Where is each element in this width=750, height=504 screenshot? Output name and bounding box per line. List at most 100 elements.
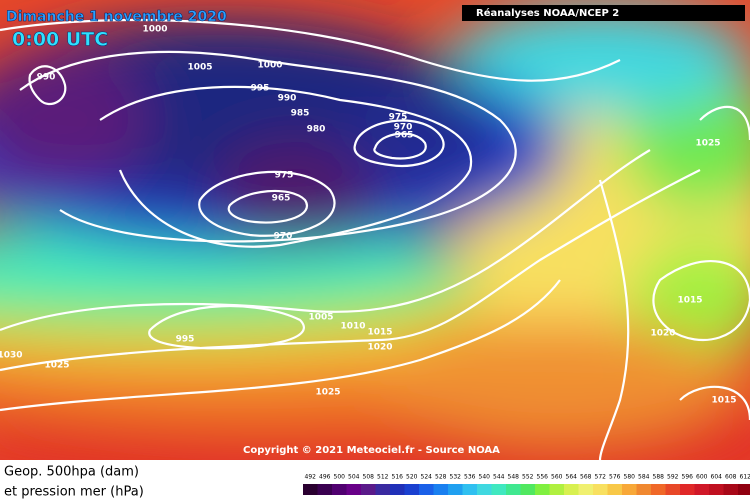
scale-label: 508	[363, 474, 375, 481]
isobar-label: 1015	[367, 328, 392, 338]
scale-label: 604	[711, 474, 723, 481]
scale-label: 548	[508, 474, 520, 481]
scale-swatch	[375, 484, 390, 495]
scale-label: 592	[667, 474, 679, 481]
isobar-label: 965	[272, 194, 291, 204]
isobar	[373, 132, 427, 160]
isobar-label: 1030	[0, 351, 23, 361]
scale-swatch	[723, 484, 738, 495]
scale-label: 512	[377, 474, 389, 481]
scale-swatch	[433, 484, 448, 495]
scale-swatch	[738, 484, 750, 495]
isobar-label: 970	[274, 232, 293, 242]
scale-swatch	[694, 484, 709, 495]
isobar-label: 995	[251, 84, 270, 94]
isobar	[598, 179, 630, 460]
scale-label: 612	[740, 474, 750, 481]
isobar-label: 1025	[44, 361, 69, 371]
legend-subtitle: et pression mer (hPa)	[4, 485, 144, 500]
scale-swatch	[317, 484, 332, 495]
scale-swatch	[709, 484, 724, 495]
isobar	[198, 170, 336, 237]
scale-label: 596	[682, 474, 694, 481]
isobar	[28, 65, 67, 106]
scale-swatch	[622, 484, 637, 495]
isobar	[227, 189, 308, 224]
scale-swatch	[491, 484, 506, 495]
scale-label: 520	[406, 474, 418, 481]
legend-title: Geop. 500hpa (dam)	[4, 465, 139, 480]
date: Dimanche 1 novembre 2020	[6, 9, 227, 25]
scale-swatch	[665, 484, 680, 495]
scale-label: 544	[493, 474, 505, 481]
isobar	[679, 385, 750, 421]
scale-label: 500	[334, 474, 346, 481]
scale-swatch	[593, 484, 608, 495]
scale-swatch	[477, 484, 492, 495]
scale-swatch	[535, 484, 550, 495]
scale-label: 516	[392, 474, 404, 481]
copyright: Copyright © 2021 Meteociel.fr - Source N…	[243, 445, 500, 456]
scale-label: 524	[421, 474, 433, 481]
scale-swatch	[346, 484, 361, 495]
isobar-label: 995	[176, 335, 195, 345]
isobar-label: 1025	[315, 388, 340, 398]
scale-label: 572	[595, 474, 607, 481]
isobar	[19, 50, 517, 243]
scale-label: 588	[653, 474, 665, 481]
isobar-label: 1025	[695, 139, 720, 149]
isobar-label: 965	[395, 131, 414, 141]
scale-swatch	[520, 484, 535, 495]
isobar-label: 990	[37, 73, 56, 83]
scale-swatch	[506, 484, 521, 495]
scale-label: 576	[609, 474, 621, 481]
isobar-label: 990	[278, 94, 297, 104]
isobar-label: 1015	[711, 396, 736, 406]
scale-label: 536	[464, 474, 476, 481]
scale-label: 540	[479, 474, 491, 481]
scale-swatch	[680, 484, 695, 495]
source: Réanalyses NOAA/NCEP 2	[476, 7, 619, 19]
scale-swatch	[607, 484, 622, 495]
scale-label: 560	[551, 474, 563, 481]
isobar	[0, 169, 701, 372]
isobar-label: 1005	[308, 313, 333, 323]
scale-swatch	[404, 484, 419, 495]
scale-label: 492	[305, 474, 317, 481]
scale-swatch	[549, 484, 564, 495]
isobar-label: 975	[389, 113, 408, 123]
scale-swatch	[564, 484, 579, 495]
isobar	[0, 18, 621, 82]
isobar	[148, 304, 305, 350]
scale-label: 552	[522, 474, 534, 481]
isobar	[0, 279, 561, 412]
scale-label: 568	[580, 474, 592, 481]
isobar	[0, 149, 651, 332]
scale-swatch	[462, 484, 477, 495]
isobar-label: 1015	[677, 296, 702, 306]
scale-swatch	[419, 484, 434, 495]
scale-label: 584	[638, 474, 650, 481]
scale-swatch	[651, 484, 666, 495]
scale-label: 532	[450, 474, 462, 481]
scale-label: 608	[725, 474, 737, 481]
isobar	[652, 260, 750, 342]
isobar-label: 1000	[142, 25, 167, 35]
scale-swatch	[390, 484, 405, 495]
scale-swatch	[448, 484, 463, 495]
scale-label: 556	[537, 474, 549, 481]
isobar-label: 985	[291, 109, 310, 119]
scale-swatch	[332, 484, 347, 495]
isobar-label: 1005	[187, 63, 212, 73]
isobar-label: 1020	[650, 329, 675, 339]
scale-swatch	[636, 484, 651, 495]
scale-label: 580	[624, 474, 636, 481]
scale-swatch	[578, 484, 593, 495]
isobar	[699, 105, 750, 141]
isobar-label: 975	[275, 171, 294, 181]
isobar	[353, 119, 445, 168]
isobar-label: 1000	[257, 61, 282, 71]
scale-label: 600	[696, 474, 708, 481]
